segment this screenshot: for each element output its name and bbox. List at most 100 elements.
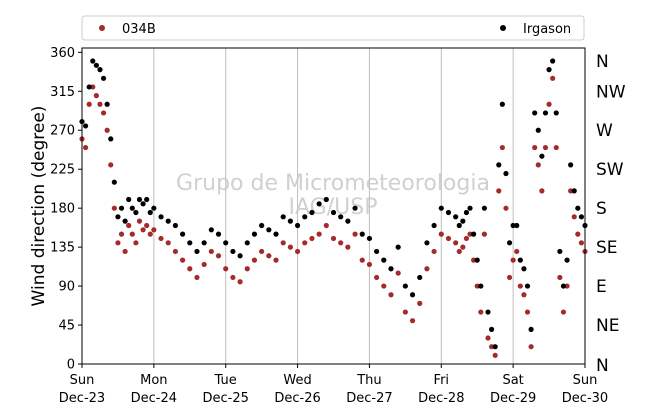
data-point	[402, 283, 408, 289]
data-point	[521, 266, 527, 272]
data-point	[532, 144, 538, 151]
data-point	[147, 209, 153, 216]
data-point	[478, 283, 484, 289]
data-point	[471, 257, 477, 263]
x-axis-ticks: Sun Dec-23 Mon Dec-24 Tue Dec-25 Wed Dec-26 Thu D…	[59, 364, 608, 406]
data-point	[521, 292, 527, 298]
data-point	[165, 218, 171, 224]
data-point	[510, 257, 516, 263]
data-point	[208, 227, 214, 233]
data-point	[381, 257, 387, 263]
data-point	[309, 235, 315, 242]
data-point	[259, 248, 265, 255]
data-point	[144, 222, 150, 229]
data-point	[564, 257, 570, 263]
data-point	[316, 231, 322, 237]
data-point	[273, 231, 279, 237]
data-point	[539, 153, 545, 159]
y-tick-label: 45	[58, 319, 75, 334]
legend-marker-034b	[99, 25, 105, 31]
data-point	[499, 144, 505, 151]
data-point	[460, 218, 466, 224]
x-tick-date: Dec-26	[274, 391, 320, 406]
data-point	[503, 170, 509, 177]
data-point	[417, 300, 423, 306]
data-point	[568, 188, 574, 194]
x-tick-date: Dec-27	[346, 391, 392, 406]
data-point	[201, 240, 207, 246]
legend-label-irgason: Irgason	[523, 22, 571, 37]
watermark-line-2: IAG/USP	[289, 195, 378, 220]
data-point	[187, 240, 193, 246]
data-point	[147, 231, 153, 237]
compass-label: SE	[596, 238, 618, 258]
data-point	[438, 231, 444, 237]
data-point	[215, 231, 222, 237]
data-point	[108, 162, 114, 168]
data-point	[287, 218, 293, 224]
data-point	[506, 274, 513, 281]
data-point	[140, 227, 146, 233]
data-point	[118, 205, 125, 211]
compass-label: N	[596, 356, 609, 376]
data-point	[499, 101, 505, 107]
data-point	[388, 266, 394, 272]
data-point	[136, 218, 143, 224]
data-point	[575, 231, 581, 237]
data-point	[456, 222, 462, 229]
data-point	[402, 309, 408, 315]
data-point	[409, 318, 416, 324]
data-point	[280, 240, 286, 246]
data-point	[467, 231, 473, 237]
data-point	[316, 201, 322, 207]
data-point	[352, 205, 358, 211]
data-point	[294, 248, 301, 255]
legend-marker-irgason	[500, 25, 506, 31]
data-point	[129, 231, 135, 237]
x-tick-date: Dec-30	[562, 391, 608, 406]
data-point	[550, 75, 556, 81]
data-point	[118, 231, 125, 237]
data-point	[251, 231, 258, 237]
data-point	[251, 257, 258, 263]
compass-label: N	[596, 52, 609, 72]
data-point	[330, 235, 337, 242]
data-point	[409, 292, 416, 298]
data-point	[485, 309, 491, 315]
y-tick-label: 225	[50, 163, 75, 178]
data-point	[542, 110, 549, 116]
data-point	[330, 209, 337, 216]
y-tick-label: 0	[67, 358, 75, 373]
x-tick-day: Thu	[356, 373, 381, 388]
data-point	[345, 244, 351, 250]
data-point	[244, 240, 250, 246]
data-point	[126, 196, 132, 203]
data-point	[431, 222, 437, 229]
data-point	[359, 257, 365, 263]
data-point	[560, 309, 567, 315]
data-point	[532, 110, 538, 116]
data-point	[374, 248, 380, 255]
data-point	[100, 110, 107, 116]
x-tick-date: Dec-23	[59, 391, 105, 406]
compass-label: S	[596, 199, 607, 219]
data-point	[485, 335, 491, 341]
data-point	[194, 274, 200, 281]
data-point	[528, 326, 534, 332]
data-point	[546, 101, 552, 107]
data-point	[280, 214, 286, 220]
data-point	[86, 84, 92, 90]
data-point	[302, 240, 308, 246]
data-point	[366, 261, 373, 268]
data-point	[133, 209, 139, 216]
compass-axis: N NE E SE S SW W NW N	[596, 52, 626, 376]
data-point	[97, 67, 103, 73]
data-point	[90, 58, 96, 64]
data-point	[528, 344, 534, 350]
data-point	[395, 244, 401, 250]
data-point	[82, 123, 89, 129]
data-point	[115, 240, 121, 246]
data-point	[463, 209, 470, 216]
x-tick-day: Fri	[434, 373, 450, 388]
